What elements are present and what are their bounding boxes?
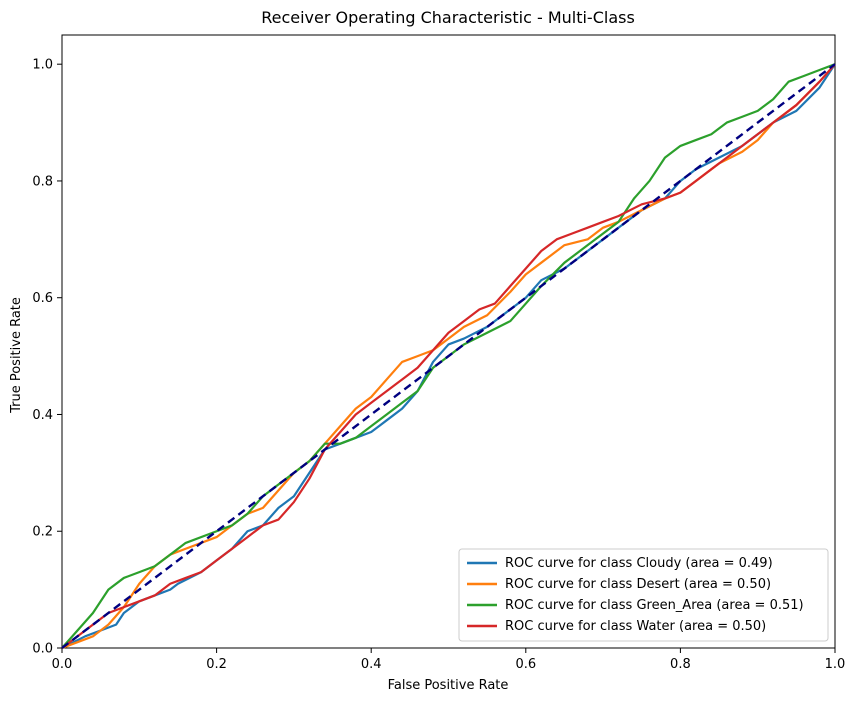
- y-tick-label: 1.0: [32, 58, 53, 73]
- y-tick-label: 0.2: [32, 525, 53, 540]
- legend-entry: ROC curve for class Green_Area (area = 0…: [505, 598, 804, 613]
- legend-entry: ROC curve for class Water (area = 0.50): [505, 619, 766, 634]
- x-tick-label: 0.0: [52, 657, 73, 672]
- plot-frame: [61, 34, 836, 649]
- legend: ROC curve for class Cloudy (area = 0.49)…: [458, 548, 829, 642]
- y-tick-label: 0.6: [32, 291, 53, 306]
- y-tick-label: 0.0: [32, 642, 53, 657]
- chart-title: Receiver Operating Characteristic - Mult…: [261, 8, 635, 27]
- x-axis-label: False Positive Rate: [388, 678, 509, 693]
- y-axis-ticks: 0.0 0.2 0.4 0.6 0.8 1.0: [32, 58, 62, 657]
- reference-diagonal-line: [61, 63, 836, 649]
- y-tick-label: 0.8: [32, 174, 53, 189]
- y-axis-label: True Positive Rate: [9, 297, 24, 414]
- plot-area: [61, 34, 836, 649]
- series-line-roc-curve-for-class-water-area-0-50: [61, 63, 836, 649]
- legend-entry: ROC curve for class Cloudy (area = 0.49): [505, 556, 773, 571]
- y-tick-label: 0.4: [32, 408, 53, 423]
- x-tick-label: 0.4: [361, 657, 382, 672]
- x-tick-label: 1.0: [825, 657, 846, 672]
- x-axis-ticks: 0.0 0.2 0.4 0.6 0.8 1.0: [52, 648, 846, 672]
- x-tick-label: 0.2: [206, 657, 227, 672]
- legend-box: [458, 548, 829, 642]
- x-tick-label: 0.6: [515, 657, 536, 672]
- series-lines: [61, 63, 836, 650]
- legend-entry: ROC curve for class Desert (area = 0.50): [505, 577, 771, 592]
- x-tick-label: 0.8: [670, 657, 691, 672]
